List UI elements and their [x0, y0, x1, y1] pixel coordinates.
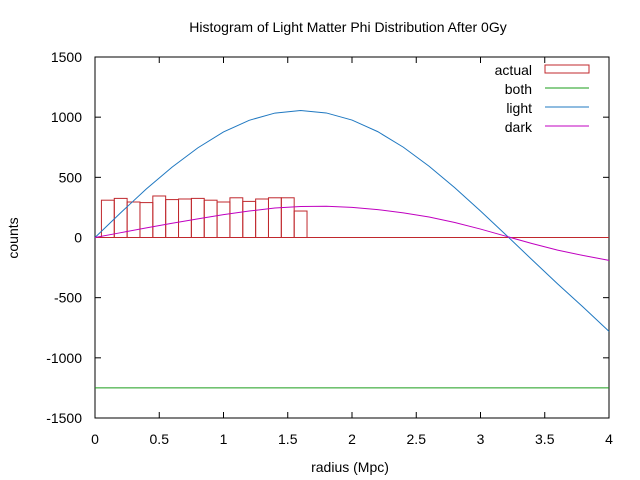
series-line-dark: [94, 205, 610, 261]
y-tick-label: 1000: [51, 109, 82, 125]
series-line-light: [94, 110, 610, 332]
histogram-bar: [100, 199, 115, 239]
y-tick-label: -500: [54, 290, 82, 306]
histogram-bar: [126, 201, 141, 238]
y-axis-label: counts: [5, 217, 21, 258]
plot-area: 0 0.5 1 1.5 2 2.5 3 3.5 4 -1500 -1000 -500 0 500 1000 1…: [46, 49, 613, 447]
legend-label-both: both: [505, 81, 532, 97]
legend-label-dark: dark: [505, 119, 533, 135]
histogram-bar: [216, 201, 231, 238]
x-tick-label: 1: [220, 431, 228, 447]
histogram-bar: [203, 199, 218, 239]
histogram-bar: [178, 198, 192, 238]
x-axis-label: radius (Mpc): [311, 459, 389, 475]
y-tick-label: -1500: [46, 410, 82, 426]
histogram-bar: [165, 199, 180, 238]
histogram-bar: [280, 197, 295, 238]
x-tick-label: 3: [477, 431, 485, 447]
legend: actual both light dark: [495, 62, 590, 135]
legend-swatch-actual: [544, 64, 590, 74]
x-tick-label: 2: [348, 431, 356, 447]
histogram-bar: [242, 200, 257, 238]
histogram-bar: [139, 202, 154, 238]
histogram-bar: [293, 210, 308, 239]
x-tick-label: 0: [91, 431, 99, 447]
y-tick-label: -1000: [46, 350, 82, 366]
y-tick-label: 0: [74, 230, 82, 246]
y-tick-label: 500: [59, 169, 83, 185]
chart-title: Histogram of Light Matter Phi Distributi…: [189, 19, 506, 35]
x-tick-label: 2.5: [407, 431, 427, 447]
x-tick-label: 4: [605, 431, 613, 447]
histogram-bar: [267, 197, 282, 238]
x-tick-label: 1.5: [278, 431, 298, 447]
y-tick-label: 1500: [51, 49, 82, 65]
x-tick-label: 0.5: [150, 431, 170, 447]
histogram-bar: [229, 197, 244, 238]
legend-label-actual: actual: [495, 62, 532, 78]
x-tick-label: 3.5: [535, 431, 555, 447]
legend-label-light: light: [506, 100, 532, 116]
histogram-bar: [152, 195, 167, 238]
histogram-bar: [255, 198, 269, 238]
